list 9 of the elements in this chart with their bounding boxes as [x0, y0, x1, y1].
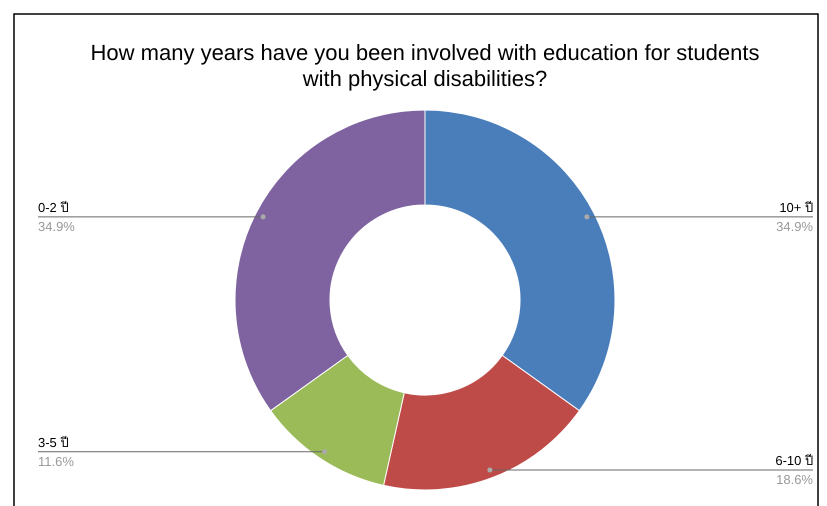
slice-label: 10+ ปี	[779, 200, 813, 215]
data-label: 34.9%	[776, 218, 814, 234]
slice-label: 6-10 ปี	[775, 453, 813, 468]
data-label: 18.6%	[776, 472, 814, 488]
data-label: 34.9%	[38, 218, 76, 234]
chart-title: How many years have you been involved with education for students with physical disabilities?	[90, 40, 760, 91]
data-label: 11.6%	[38, 454, 74, 469]
slice-label: 3-5 ปี	[38, 434, 68, 450]
slice-label: 0-2 ปี	[38, 200, 68, 215]
